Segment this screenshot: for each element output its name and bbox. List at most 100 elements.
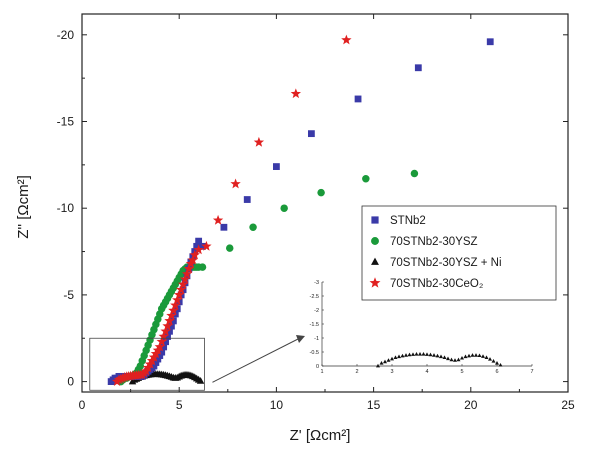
y-tick-label: -20 <box>57 28 75 42</box>
inset-data-point-triangle <box>393 355 398 359</box>
data-point-square <box>150 362 158 370</box>
data-point-square <box>154 355 162 363</box>
inset-data-point-triangle <box>488 357 492 361</box>
inset-data-point-triangle <box>418 352 422 356</box>
inset-y-tick-label: -0.5 <box>310 350 319 356</box>
data-point-star <box>341 34 352 45</box>
inset-data-point-triangle <box>379 361 384 365</box>
data-point-circle <box>410 169 419 178</box>
data-point-square <box>220 223 228 231</box>
inset-y-tick-label: -1 <box>314 336 319 342</box>
data-point-star <box>189 249 200 260</box>
x-tick-label: 15 <box>367 398 381 412</box>
zoom-annotation <box>89 335 305 391</box>
zoom-arrow-head <box>296 335 305 343</box>
series-layer <box>107 34 494 386</box>
inset-data-point-triangle <box>432 353 436 357</box>
y-axis-title: Z'' [Ωcm²] <box>15 175 32 239</box>
inset-data-point-triangle <box>484 355 489 359</box>
data-point-circle <box>198 263 207 271</box>
x-tick-label: 10 <box>270 398 284 412</box>
data-point-star <box>212 214 224 225</box>
inset-data-point-triangle <box>383 359 387 364</box>
legend-label: STNb2 <box>390 215 426 227</box>
data-point-star <box>164 315 175 326</box>
inset-x-tick-label: 2 <box>355 369 358 375</box>
inset-data-point-triangle <box>477 353 482 358</box>
inset-data-point-triangle <box>453 358 457 362</box>
x-tick-label: 0 <box>79 398 86 412</box>
legend-marker-circle <box>371 237 379 245</box>
data-point-star <box>158 331 169 341</box>
data-point-square <box>273 163 280 170</box>
inset-data-point-triangle <box>435 353 440 358</box>
data-point-square <box>166 327 173 335</box>
x-tick-label: 25 <box>561 398 575 412</box>
series-star <box>111 34 352 386</box>
data-point-star <box>168 305 179 315</box>
legend: STNb2 70STNb2-30YSZ 70STNb2-30YSZ + Ni 70ST… <box>361 205 557 301</box>
inset-y-tick-label: -2 <box>314 308 319 314</box>
data-point-square <box>486 38 494 46</box>
data-point-star <box>179 273 191 284</box>
inset-series-triangle <box>376 352 503 368</box>
data-point-square <box>168 322 175 330</box>
inset-data-point-triangle <box>414 352 419 356</box>
data-point-star <box>172 294 183 305</box>
inset-y-tick-label: -2.5 <box>310 294 319 300</box>
inset-x-tick-label: 3 <box>390 369 393 375</box>
inset-data-point-triangle <box>491 359 496 363</box>
inset-plot: 1 2 3 4 5 6 7 0 -0.5 -1 -1.5 -2 -2.5 -3 <box>310 280 534 375</box>
zoom-region-box <box>89 337 205 391</box>
data-point-star <box>166 310 177 321</box>
y-axis-ticks: 0 -5 -10 -15 -20 <box>57 28 568 389</box>
data-point-star <box>156 336 167 347</box>
legend-label: 70STNb2-30CeO₂ <box>390 278 483 290</box>
y-tick-label: -15 <box>57 115 75 129</box>
inset-x-tick-label: 4 <box>425 369 428 375</box>
data-point-triangle <box>196 376 205 384</box>
inset-data-point-triangle <box>481 354 485 358</box>
data-point-square <box>195 237 203 245</box>
inset-data-point-triangle <box>397 354 401 359</box>
data-point-circle <box>280 204 288 212</box>
inset-y-tick-label: -1.5 <box>310 322 319 328</box>
inset-data-point-triangle <box>439 354 443 359</box>
data-point-star <box>230 178 241 189</box>
data-point-star <box>253 136 265 147</box>
inset-data-point-triangle <box>460 355 464 360</box>
data-point-star <box>170 299 181 310</box>
inset-x-tick-label: 6 <box>495 369 498 375</box>
data-point-square <box>152 359 160 366</box>
inset-y-tick-label: -3 <box>314 280 319 286</box>
legend-marker-triangle <box>371 257 379 265</box>
inset-data-point-triangle <box>446 356 450 361</box>
data-point-square <box>164 333 171 340</box>
data-point-square <box>354 95 362 103</box>
inset-data-point-triangle <box>386 358 391 362</box>
x-tick-label: 5 <box>176 398 183 412</box>
y-tick-label: -5 <box>63 288 74 302</box>
inset-data-point-triangle <box>376 363 380 368</box>
data-point-star <box>181 268 193 279</box>
data-point-square <box>193 242 201 250</box>
inset-data-point-triangle <box>495 361 499 365</box>
inset-data-point-triangle <box>449 357 454 362</box>
data-point-star <box>160 325 171 336</box>
data-point-star <box>154 341 165 352</box>
y-tick-label: 0 <box>67 375 74 389</box>
data-point-star <box>290 88 302 99</box>
data-point-star <box>177 279 189 289</box>
data-point-circle <box>226 244 234 252</box>
inset-data-point-triangle <box>425 352 429 356</box>
data-point-square <box>199 242 206 250</box>
inset-data-point-triangle <box>470 353 475 357</box>
inset-data-point-triangle <box>407 352 412 357</box>
x-tick-label: 20 <box>464 398 478 412</box>
inset-x-tick-label: 1 <box>320 369 323 375</box>
data-point-square <box>414 64 422 72</box>
zoom-arrow-line <box>212 337 301 383</box>
y-tick-label: -10 <box>57 201 75 215</box>
